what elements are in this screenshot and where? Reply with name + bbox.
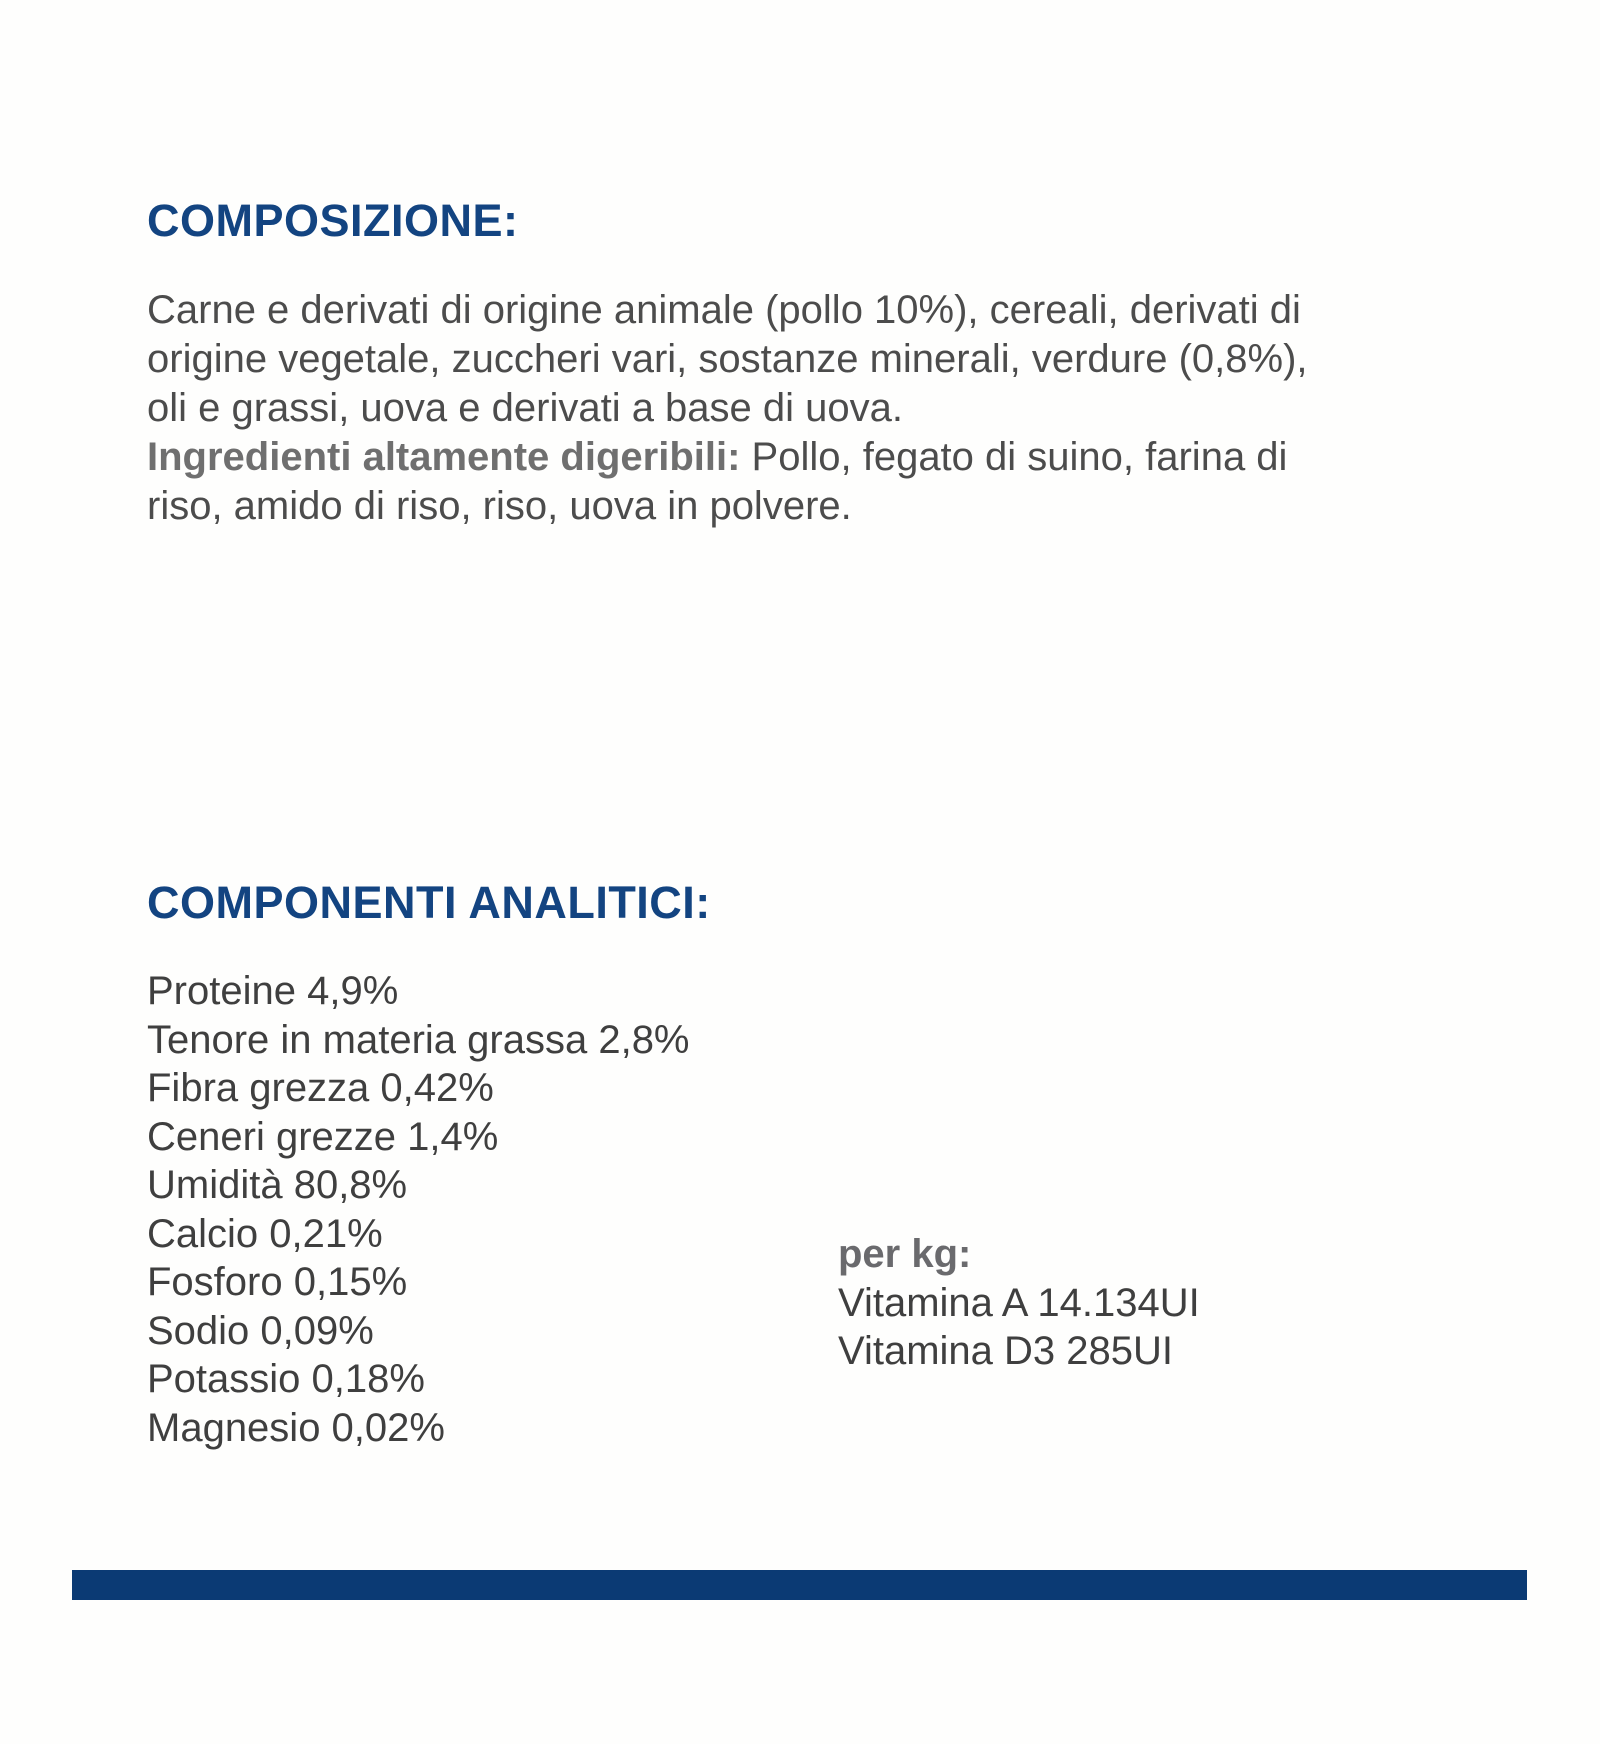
analytical-row: Tenore in materia grassa 2,8%	[147, 1017, 690, 1062]
analytical-row: Fosforo 0,15%	[147, 1260, 408, 1304]
analytical-row: Proteine 4,9%	[147, 969, 399, 1013]
composition-body: Carne e derivati di origine animale (pol…	[147, 286, 1327, 531]
highly-digestible-text: Pollo, fegato di suino, farina di riso, …	[147, 435, 1288, 528]
analytical-row: Calcio 0,21%	[147, 1211, 383, 1256]
analytical-row: Sodio 0,09%	[147, 1308, 374, 1353]
composition-paragraph: Carne e derivati di origine animale (pol…	[147, 288, 1308, 430]
per-kg-rows-list: Vitamina A 14.134UI Vitamina D3 285UI	[838, 1279, 1200, 1376]
analytical-row: Potassio 0,18%	[147, 1357, 425, 1401]
highly-digestible-label: Ingredienti altamente digeribili:	[147, 435, 741, 479]
composition-heading: COMPOSIZIONE:	[147, 195, 519, 246]
highly-digestible-paragraph: Ingredienti altamente digeribili: Pollo,…	[147, 433, 1327, 531]
analytical-row: Umidità 80,8%	[147, 1163, 408, 1207]
analytical-row: Magnesio 0,02%	[147, 1405, 445, 1450]
analytical-constituents-body: Proteine 4,9% Tenore in materia grassa 2,…	[147, 967, 1447, 1452]
analytical-row: Ceneri grezze 1,4%	[147, 1114, 499, 1159]
analytical-rows-list: Proteine 4,9% Tenore in materia grassa 2,…	[147, 967, 827, 1452]
per-kg-title: per kg:	[838, 1232, 972, 1276]
bottom-divider-rule	[72, 1570, 1527, 1600]
analytical-constituents-heading: COMPONENTI ANALITICI:	[147, 877, 711, 928]
per-kg-row: Vitamina D3 285UI	[838, 1329, 1173, 1373]
analytical-row: Fibra grezza 0,42%	[147, 1066, 494, 1110]
per-kg-block: per kg: Vitamina A 14.134UI Vitamina D3 2…	[838, 1230, 1200, 1376]
per-kg-row: Vitamina A 14.134UI	[838, 1280, 1200, 1325]
